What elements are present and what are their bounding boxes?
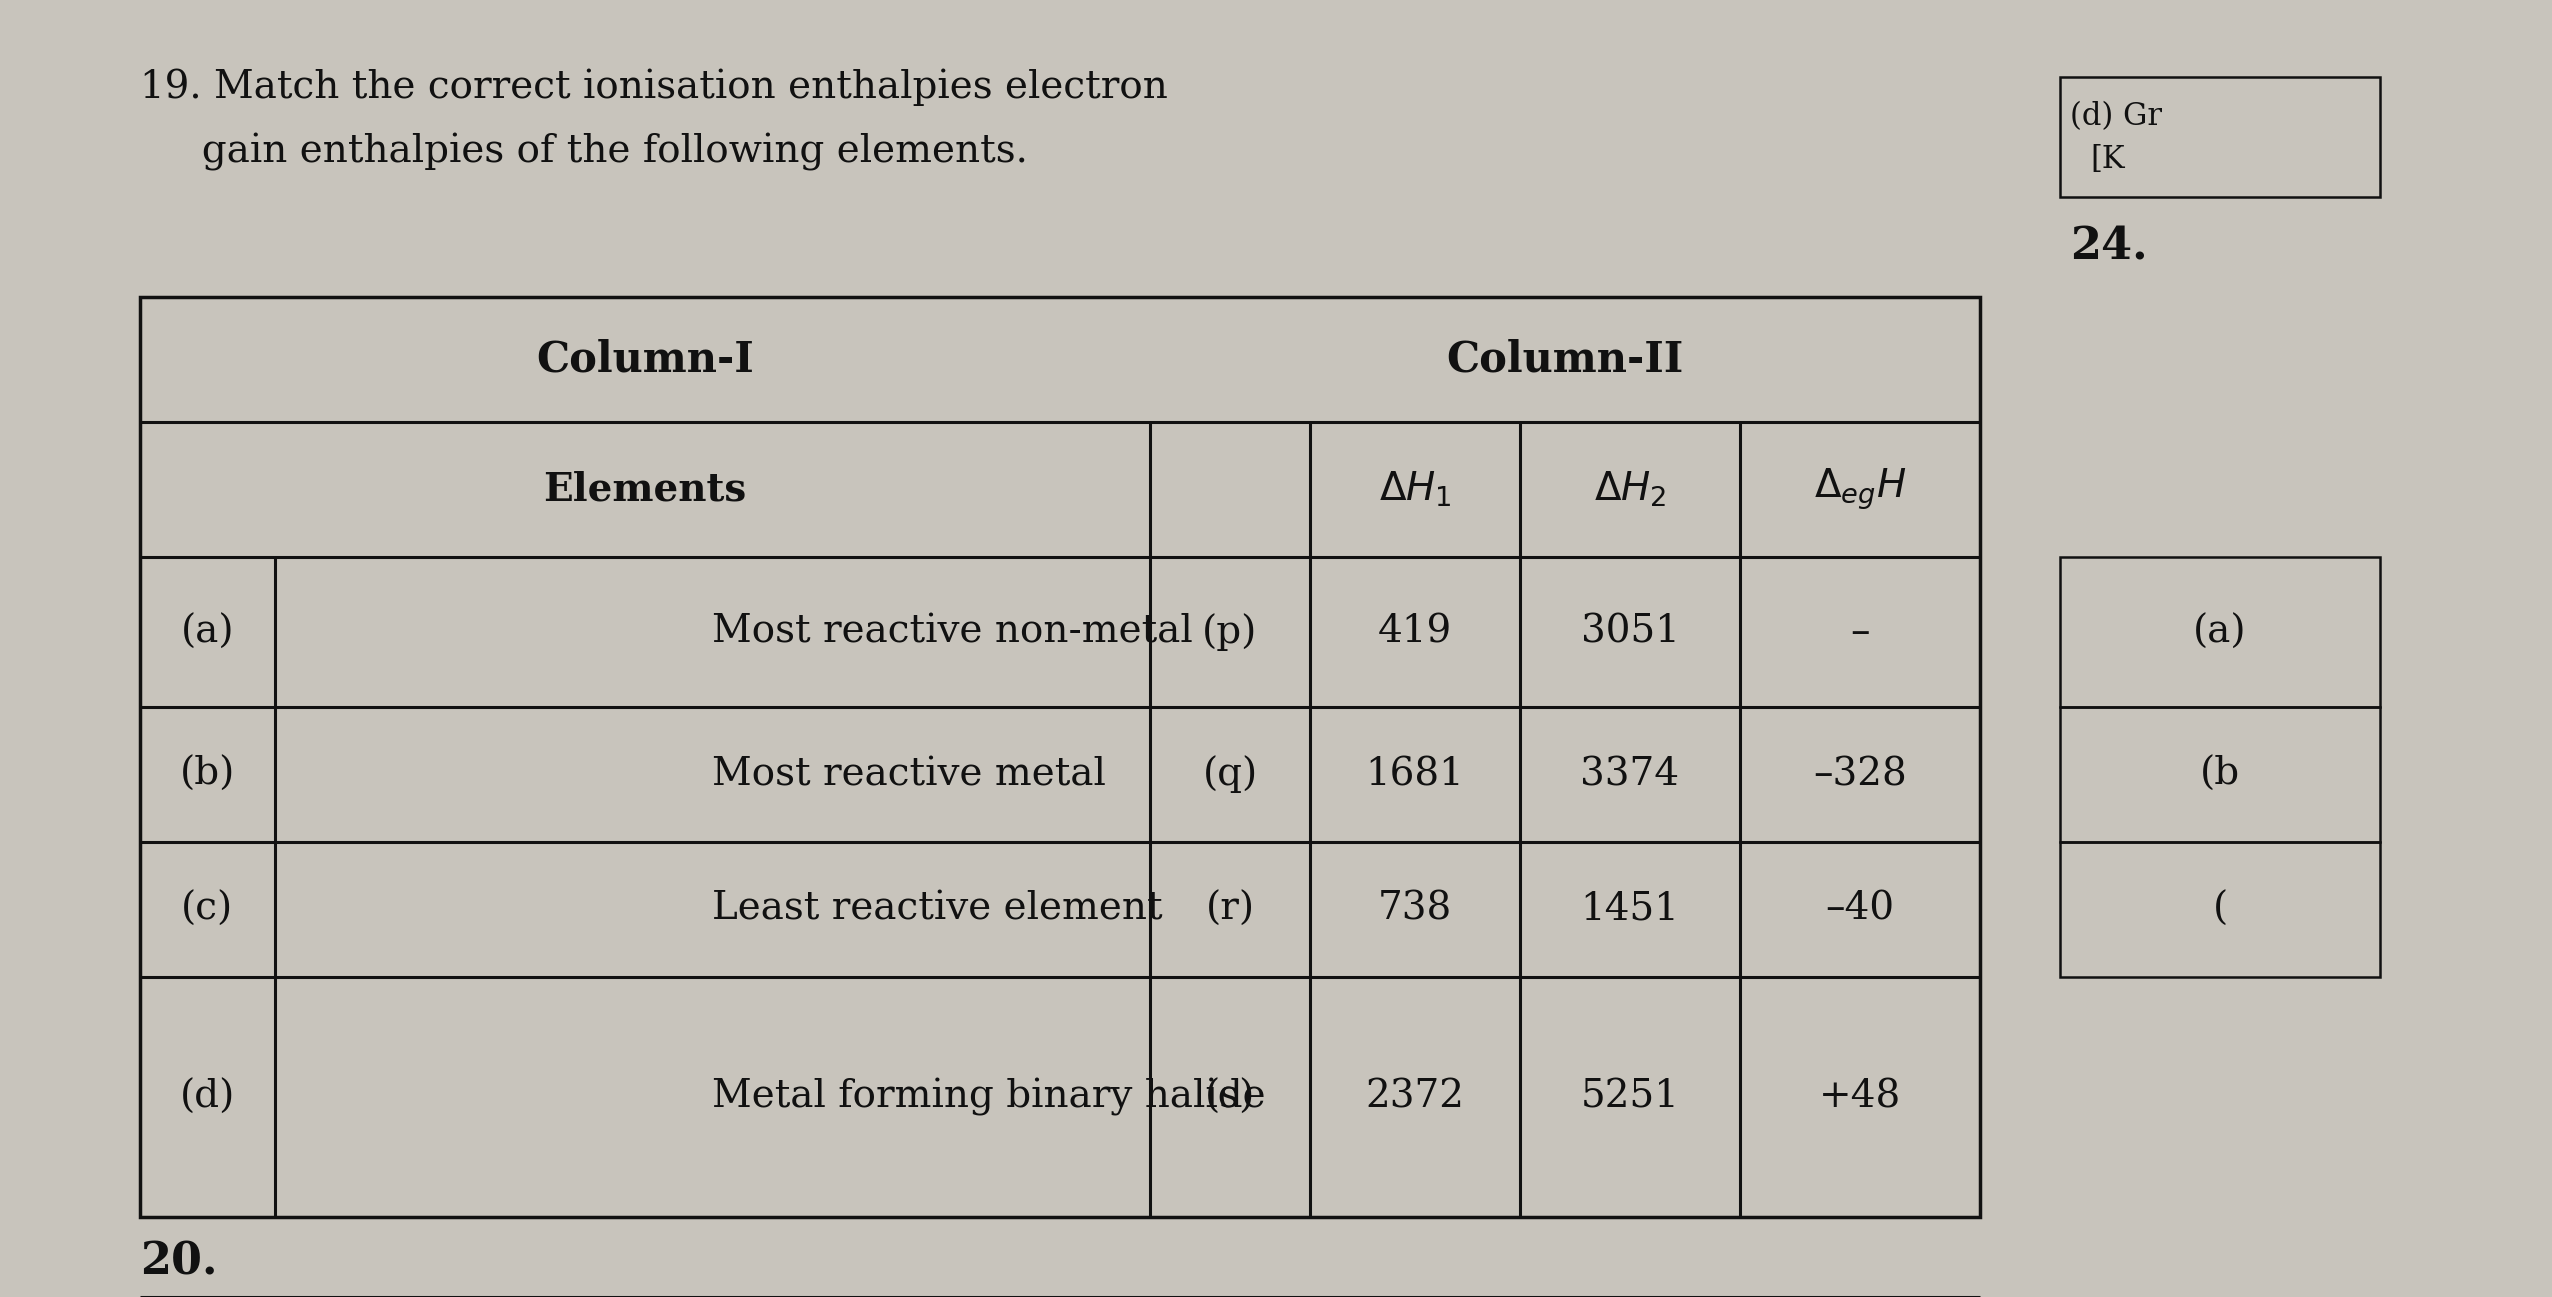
Text: –: – bbox=[1850, 613, 1871, 651]
Text: (d) Gr: (d) Gr bbox=[2070, 101, 2162, 132]
Bar bbox=[2059, 842, 2381, 977]
Bar bbox=[2059, 556, 2381, 707]
Bar bbox=[140, 297, 1980, 1217]
Text: gain enthalpies of the following elements.: gain enthalpies of the following element… bbox=[140, 134, 1028, 171]
Text: Least reactive element: Least reactive element bbox=[712, 891, 1164, 927]
Bar bbox=[2059, 707, 2381, 842]
Text: (a): (a) bbox=[2192, 613, 2246, 651]
Text: Elements: Elements bbox=[544, 471, 748, 508]
Text: (a): (a) bbox=[181, 613, 235, 651]
Text: Column-II: Column-II bbox=[1447, 339, 1684, 380]
Text: $\Delta H_2$: $\Delta H_2$ bbox=[1595, 470, 1666, 510]
Text: 3374: 3374 bbox=[1580, 756, 1679, 792]
Text: 5251: 5251 bbox=[1580, 1079, 1679, 1115]
Text: 419: 419 bbox=[1378, 613, 1452, 651]
Text: (: ( bbox=[2213, 891, 2228, 927]
Text: 24.: 24. bbox=[2070, 226, 2149, 268]
Text: –328: –328 bbox=[1812, 756, 1906, 792]
Text: +48: +48 bbox=[1820, 1079, 1901, 1115]
Text: 19. Match the correct ionisation enthalpies electron: 19. Match the correct ionisation enthalp… bbox=[140, 69, 1169, 106]
Text: (b): (b) bbox=[179, 756, 235, 792]
Text: 2372: 2372 bbox=[1365, 1079, 1465, 1115]
Bar bbox=[2059, 77, 2381, 197]
Text: Column-I: Column-I bbox=[536, 339, 753, 380]
Text: 1451: 1451 bbox=[1580, 891, 1679, 927]
Text: (p): (p) bbox=[1202, 613, 1258, 651]
Text: 738: 738 bbox=[1378, 891, 1452, 927]
Text: (q): (q) bbox=[1202, 756, 1258, 794]
Text: $\Delta H_1$: $\Delta H_1$ bbox=[1378, 470, 1452, 510]
Text: (c): (c) bbox=[181, 891, 235, 927]
Text: 20.: 20. bbox=[140, 1240, 217, 1284]
Text: (d): (d) bbox=[179, 1079, 235, 1115]
Text: 1681: 1681 bbox=[1365, 756, 1465, 792]
Text: $\Delta_{eg}H$: $\Delta_{eg}H$ bbox=[1814, 467, 1906, 512]
Text: (s): (s) bbox=[1205, 1079, 1256, 1115]
Text: Most reactive metal: Most reactive metal bbox=[712, 756, 1108, 792]
Text: 3051: 3051 bbox=[1580, 613, 1679, 651]
Text: (r): (r) bbox=[1205, 891, 1256, 927]
Text: (b: (b bbox=[2200, 756, 2241, 792]
Text: –40: –40 bbox=[1825, 891, 1894, 927]
Text: Most reactive non-metal: Most reactive non-metal bbox=[712, 613, 1194, 651]
Text: [K: [K bbox=[2090, 144, 2126, 175]
Text: Metal forming binary halide: Metal forming binary halide bbox=[712, 1078, 1266, 1115]
